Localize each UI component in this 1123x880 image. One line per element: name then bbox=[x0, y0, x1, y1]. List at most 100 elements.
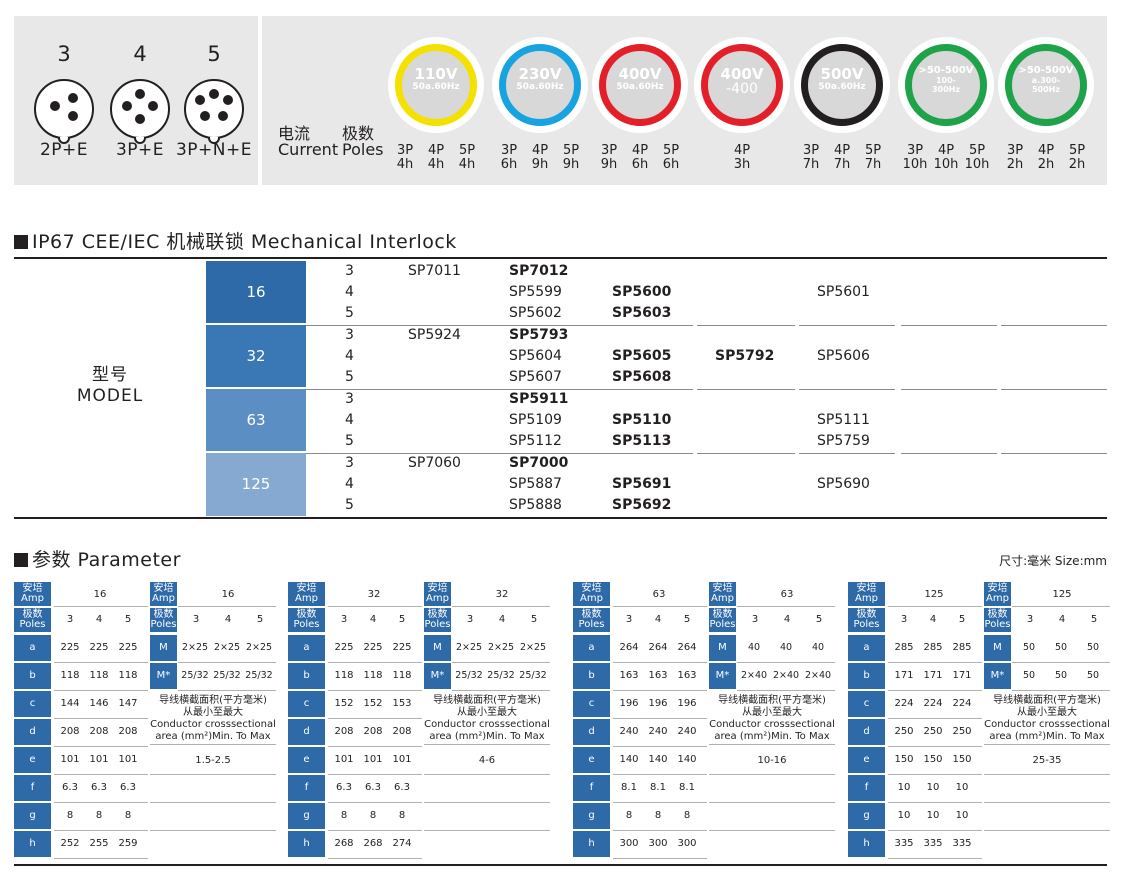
pin-count: 3 bbox=[57, 42, 71, 66]
dimension-value: 268 bbox=[363, 838, 383, 849]
group-divider bbox=[697, 453, 795, 454]
poles-header: 极数 Poles bbox=[573, 608, 610, 632]
part-number: SP5600 bbox=[612, 284, 672, 300]
dimension-label: c bbox=[573, 691, 610, 717]
group-divider bbox=[901, 325, 997, 326]
pole-count: 3 bbox=[345, 263, 354, 279]
dimension-value: 6.3 bbox=[365, 782, 381, 793]
pole-count: 4 bbox=[345, 348, 354, 364]
pole-count: 4 bbox=[929, 614, 937, 625]
pin-count: 4 bbox=[133, 42, 147, 66]
part-number: SP5690 bbox=[817, 476, 870, 492]
pole-count: 4P bbox=[733, 143, 751, 158]
dimension-value: 8 bbox=[124, 810, 132, 821]
voltage-value: 400V bbox=[720, 65, 764, 83]
dimension-value: 252 bbox=[60, 838, 80, 849]
row-divider bbox=[888, 718, 982, 719]
part-number: SP5109 bbox=[509, 412, 562, 428]
conductor-zh-1: 导线横截面积(平方毫米) bbox=[159, 695, 267, 706]
amp-header: 安培 Amp bbox=[984, 582, 1011, 606]
conductor-zh-1: 导线横截面积(平方毫米) bbox=[993, 695, 1101, 706]
parameter-table-32: 安培 Amp 极数 Poles 32 3 4 5 a 225 225 225 b 118 118 118 c 15… bbox=[288, 579, 550, 864]
dimension-value: 118 bbox=[334, 670, 354, 681]
pole-count: 3P bbox=[906, 143, 924, 158]
dimension-value: 8 bbox=[625, 810, 633, 821]
poles-header-en: Poles bbox=[293, 619, 320, 630]
dimension-value: 8 bbox=[95, 810, 103, 821]
group-divider bbox=[901, 453, 997, 454]
socket-5pin-icon bbox=[184, 79, 244, 144]
row-divider bbox=[737, 690, 835, 691]
thread-value: 40 bbox=[747, 642, 761, 653]
conductor-zh-1: 导线横截面积(平方毫米) bbox=[718, 695, 826, 706]
pole-rating: 5P 10h bbox=[962, 144, 992, 172]
voltage-value: 500V bbox=[820, 65, 864, 83]
poles-header-zh: 极数 bbox=[296, 609, 317, 620]
row-divider bbox=[328, 690, 422, 691]
voltage-ring-face: 400V 50a.60Hz bbox=[599, 44, 681, 126]
pole-hours: 3h bbox=[733, 157, 751, 172]
dimension-value: 208 bbox=[118, 726, 138, 737]
amp-header-en: Amp bbox=[711, 593, 734, 604]
row-divider bbox=[888, 802, 982, 803]
frequency-value: 50a.60Hz bbox=[818, 82, 866, 92]
dimension-label: h bbox=[848, 831, 885, 857]
pole-count: 5P bbox=[864, 143, 882, 158]
poles-header-zh: 极数 bbox=[712, 609, 733, 620]
dimension-value: 208 bbox=[392, 726, 412, 737]
pole-count: 3 bbox=[345, 455, 354, 471]
part-number: SP7060 bbox=[408, 455, 461, 471]
row-divider bbox=[888, 830, 982, 831]
pole-rating: 4P 9h bbox=[525, 144, 555, 172]
pole-count: 5P bbox=[458, 143, 476, 158]
pin-configuration-panel: 3 2P+E 4 3P+E 5 3P+N+E bbox=[14, 16, 258, 185]
voltage-ring: 230V 50a.60Hz bbox=[492, 37, 588, 133]
pin-config-label: 2P+E bbox=[39, 140, 89, 160]
voltage-ring: >50-500V a.300- 500Hz bbox=[998, 37, 1094, 133]
thread-label: M bbox=[709, 635, 736, 661]
pole-count: 3P bbox=[396, 143, 414, 158]
interlock-top-rule bbox=[14, 257, 1107, 259]
poles-header: 极数 Poles bbox=[709, 608, 736, 632]
dimension-value: 8 bbox=[369, 810, 377, 821]
group-divider bbox=[1001, 389, 1107, 390]
pole-count: 4 bbox=[224, 614, 232, 625]
frequency-value: 50a.60Hz bbox=[516, 82, 564, 92]
frequency-value: 100- 300Hz bbox=[931, 76, 961, 94]
conductor-en-1: Conductor crosssectional bbox=[984, 719, 1110, 730]
part-number: SP5793 bbox=[509, 327, 569, 343]
row-divider bbox=[178, 662, 276, 663]
thread-value: 2×25 bbox=[245, 642, 273, 653]
pole-count: 4P bbox=[937, 143, 955, 158]
pole-hours: 7h bbox=[833, 157, 851, 172]
pole-hours: 4h bbox=[396, 157, 414, 172]
voltage-ring-face: >50-500V 100- 300Hz bbox=[905, 44, 987, 126]
pole-count: 4 bbox=[654, 614, 662, 625]
dimension-label: b bbox=[848, 663, 885, 689]
pole-rating: 4P 6h bbox=[625, 144, 655, 172]
dimension-label: a bbox=[288, 635, 325, 661]
dimension-label: g bbox=[573, 803, 610, 829]
dimension-value: 101 bbox=[89, 754, 109, 765]
dimension-value: 8 bbox=[654, 810, 662, 821]
pin-config-4: 4 3P+E bbox=[100, 16, 180, 185]
pole-rating: 4P 10h bbox=[931, 144, 961, 172]
amp-header: 安培 Amp bbox=[288, 582, 325, 606]
amp-header-en: Amp bbox=[295, 593, 318, 604]
conductor-en-1: Conductor crosssectional bbox=[424, 719, 550, 730]
part-number: SP5606 bbox=[817, 348, 870, 364]
thread-value: 25/32 bbox=[245, 670, 273, 681]
row-divider bbox=[984, 744, 1110, 745]
dimension-value: 240 bbox=[677, 726, 697, 737]
thread-value: 50 bbox=[1022, 642, 1036, 653]
interlock-row: 5 SP5112 SP5113 SP5759 bbox=[0, 431, 1100, 452]
dimension-value: 274 bbox=[392, 838, 412, 849]
group-divider bbox=[206, 325, 693, 326]
pole-hours: 10h bbox=[933, 157, 959, 172]
pole-count: 4P bbox=[531, 143, 549, 158]
conductor-area-value: 1.5-2.5 bbox=[195, 755, 231, 766]
row-divider bbox=[888, 606, 982, 607]
pole-count: 4P bbox=[427, 143, 445, 158]
pole-rating: 3P 10h bbox=[900, 144, 930, 172]
row-divider bbox=[54, 662, 148, 663]
